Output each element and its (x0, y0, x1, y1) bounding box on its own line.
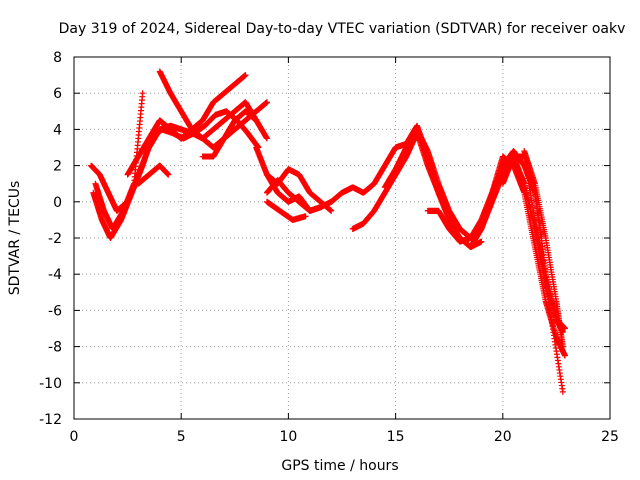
y-tick-label: -12 (39, 412, 62, 428)
data-point (478, 238, 485, 245)
chart-title: Day 319 of 2024, Sidereal Day-to-day VTE… (59, 21, 626, 37)
x-tick-label: 10 (279, 429, 297, 445)
data-point (139, 90, 146, 97)
data-point (302, 213, 309, 220)
data-point (263, 99, 270, 106)
data-point (253, 117, 260, 124)
y-axis-label: SDTVAR / TECUs (7, 181, 23, 296)
y-tick-label: -8 (48, 340, 62, 356)
x-tick-label: 20 (494, 429, 512, 445)
data-point (263, 135, 270, 142)
y-tick-label: 0 (53, 195, 62, 211)
y-tick-label: -2 (48, 231, 62, 247)
y-tick-label: 4 (53, 122, 62, 138)
y-tick-label: -4 (48, 267, 62, 283)
y-tick-label: 8 (53, 50, 62, 66)
x-tick-label: 25 (601, 429, 619, 445)
series-track-7 (199, 108, 260, 160)
series-track-6 (135, 162, 172, 187)
data-point (317, 204, 324, 211)
data-point (165, 171, 172, 178)
series-track-10 (263, 177, 324, 214)
data-point (561, 352, 568, 359)
axis-ticks: 0 5 10 15 20 25 -12 -10 -8 -6 -4 -2 0 2 4 6 8 (39, 50, 619, 445)
y-tick-label: 2 (53, 159, 62, 175)
series-track-4 (124, 72, 249, 178)
x-tick-label: 0 (70, 429, 79, 445)
grid-lines (74, 57, 610, 419)
x-tick-label: 15 (387, 429, 405, 445)
y-tick-label: -10 (39, 376, 62, 392)
data-points (88, 68, 568, 395)
data-point (328, 207, 335, 214)
data-point (559, 388, 566, 395)
y-tick-label: 6 (53, 86, 62, 102)
x-axis-label: GPS time / hours (281, 458, 398, 474)
series-track-18 (521, 148, 566, 350)
x-tick-label: 5 (177, 429, 186, 445)
series-track-3 (92, 90, 146, 232)
data-point (242, 72, 249, 79)
data-point (559, 343, 566, 350)
data-point (561, 325, 568, 332)
series-track-11 (263, 198, 309, 223)
y-tick-label: -6 (48, 303, 62, 319)
